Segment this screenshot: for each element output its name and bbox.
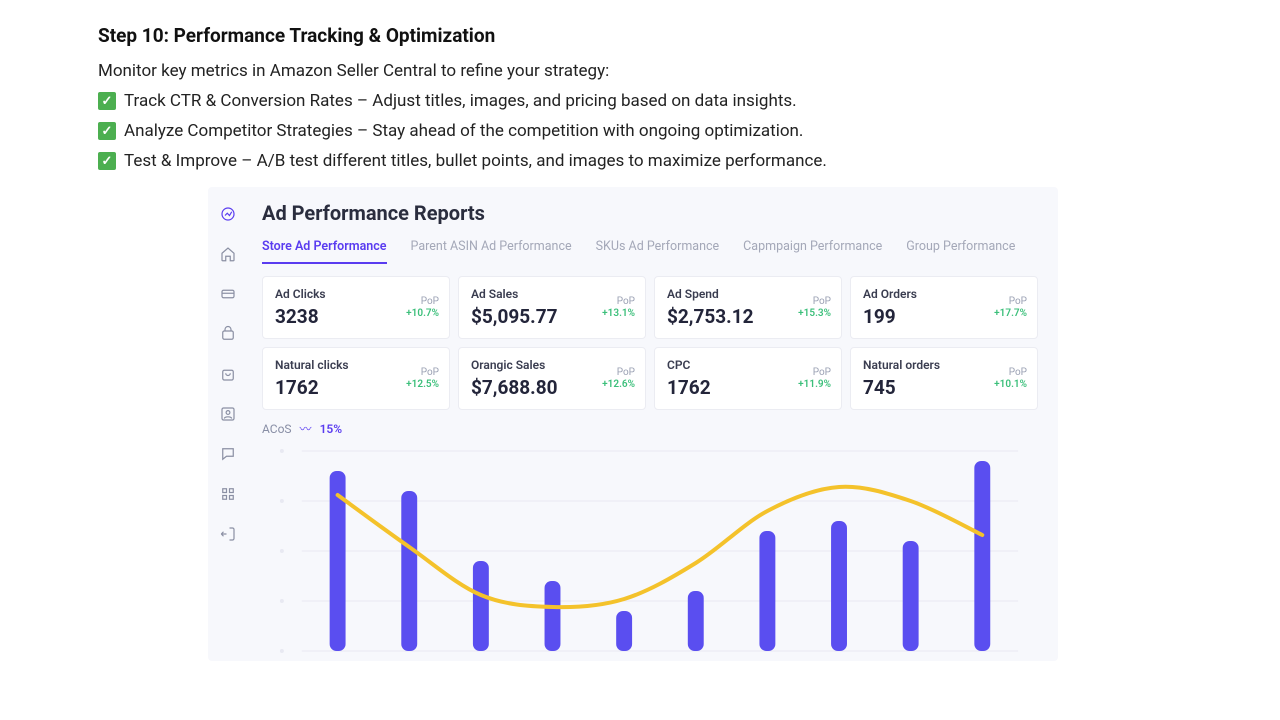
- home-icon[interactable]: [219, 245, 237, 263]
- pop-badge: PoP +13.1%: [602, 296, 635, 320]
- pop-pct: +13.1%: [602, 308, 635, 320]
- pop-pct: +15.3%: [798, 308, 831, 320]
- tab-parent-asin[interactable]: Parent ASIN Ad Performance: [411, 239, 572, 264]
- tab-skus[interactable]: SKUs Ad Performance: [596, 239, 720, 264]
- pop-pct: +11.9%: [798, 379, 831, 391]
- user-icon[interactable]: [219, 405, 237, 423]
- pop-pct: +17.7%: [994, 308, 1027, 320]
- pop-label: PoP: [798, 367, 831, 379]
- pop-label: PoP: [994, 367, 1027, 379]
- checklist-item-3: ✓ Test & Improve – A/B test different ti…: [98, 151, 1182, 171]
- chat-icon[interactable]: [219, 445, 237, 463]
- apps-icon[interactable]: [219, 485, 237, 503]
- acos-chart: [262, 441, 1038, 661]
- card-ad-sales[interactable]: Ad Sales $5,095.77 PoP +13.1%: [458, 276, 646, 339]
- pop-label: PoP: [798, 296, 831, 308]
- pop-label: PoP: [406, 296, 439, 308]
- bag-icon[interactable]: [219, 365, 237, 383]
- acos-label: ACoS: [262, 422, 292, 436]
- pop-pct: +12.5%: [406, 379, 439, 391]
- step-title: Step 10: Performance Tracking & Optimiza…: [98, 24, 1182, 47]
- pop-label: PoP: [602, 367, 635, 379]
- card-ad-clicks[interactable]: Ad Clicks 3238 PoP +10.7%: [262, 276, 450, 339]
- checklist-text: Analyze Competitor Strategies – Stay ahe…: [124, 121, 803, 141]
- checklist-item-1: ✓ Track CTR & Conversion Rates – Adjust …: [98, 91, 1182, 111]
- check-icon: ✓: [98, 152, 116, 170]
- card-ad-orders[interactable]: Ad Orders 199 PoP +17.7%: [850, 276, 1038, 339]
- metric-cards-row-2: Natural clicks 1762 PoP +12.5% Orangic S…: [262, 347, 1038, 410]
- metric-cards-row-1: Ad Clicks 3238 PoP +10.7% Ad Sales $5,09…: [262, 276, 1038, 339]
- pop-label: PoP: [602, 296, 635, 308]
- dashboard-panel: Ad Performance Reports Store Ad Performa…: [208, 187, 1058, 661]
- pop-badge: PoP +10.7%: [406, 296, 439, 320]
- acos-value: 15%: [320, 422, 343, 436]
- sidebar: [208, 187, 248, 661]
- logo-icon[interactable]: [219, 205, 237, 223]
- pop-badge: PoP +11.9%: [798, 367, 831, 391]
- tab-group[interactable]: Group Performance: [906, 239, 1015, 264]
- card-organic-sales[interactable]: Orangic Sales $7,688.80 PoP +12.6%: [458, 347, 646, 410]
- pop-pct: +10.7%: [406, 308, 439, 320]
- pop-badge: PoP +10.1%: [994, 367, 1027, 391]
- card-cpc[interactable]: CPC 1762 PoP +11.9%: [654, 347, 842, 410]
- package-icon[interactable]: [219, 325, 237, 343]
- tab-campaign[interactable]: Capmpaign Performance: [743, 239, 882, 264]
- pop-label: PoP: [406, 367, 439, 379]
- pop-label: PoP: [994, 296, 1027, 308]
- logout-icon[interactable]: [219, 525, 237, 543]
- pop-pct: +10.1%: [994, 379, 1027, 391]
- pop-badge: PoP +15.3%: [798, 296, 831, 320]
- tabs: Store Ad Performance Parent ASIN Ad Perf…: [262, 239, 1038, 264]
- acos-row: ACoS 〰 15%: [262, 420, 1038, 437]
- trend-icon: 〰: [300, 420, 312, 437]
- pop-pct: +12.6%: [602, 379, 635, 391]
- checklist-text: Test & Improve – A/B test different titl…: [124, 151, 827, 171]
- card-natural-orders[interactable]: Natural orders 745 PoP +10.1%: [850, 347, 1038, 410]
- pop-badge: PoP +17.7%: [994, 296, 1027, 320]
- pop-badge: PoP +12.6%: [602, 367, 635, 391]
- card-ad-spend[interactable]: Ad Spend $2,753.12 PoP +15.3%: [654, 276, 842, 339]
- dashboard-main: Ad Performance Reports Store Ad Performa…: [248, 187, 1058, 661]
- checklist-item-2: ✓ Analyze Competitor Strategies – Stay a…: [98, 121, 1182, 141]
- pop-badge: PoP +12.5%: [406, 367, 439, 391]
- card-icon[interactable]: [219, 285, 237, 303]
- card-natural-clicks[interactable]: Natural clicks 1762 PoP +12.5%: [262, 347, 450, 410]
- page-title: Ad Performance Reports: [262, 201, 1038, 225]
- step-description: Monitor key metrics in Amazon Seller Cen…: [98, 61, 1182, 81]
- check-icon: ✓: [98, 122, 116, 140]
- check-icon: ✓: [98, 92, 116, 110]
- checklist-text: Track CTR & Conversion Rates – Adjust ti…: [124, 91, 797, 111]
- tab-store-ad[interactable]: Store Ad Performance: [262, 239, 387, 264]
